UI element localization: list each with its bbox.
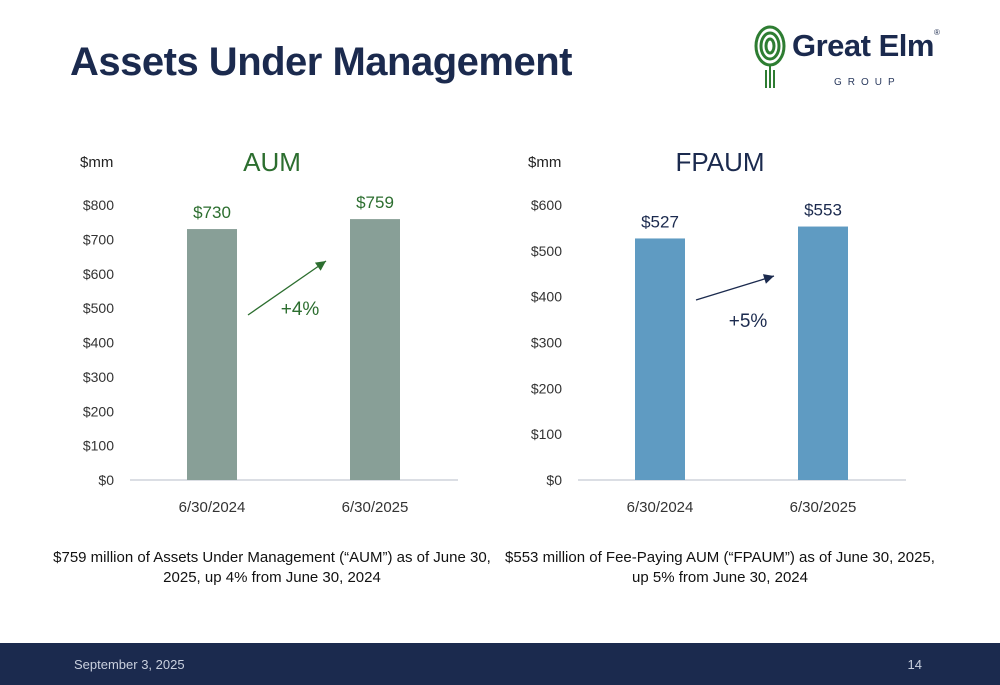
aum-y-tick-label: $700 [83, 231, 114, 247]
fpaum-value-label-2: $553 [804, 201, 842, 220]
aum-growth-annotation: +4% [281, 299, 320, 320]
fpaum-y-axis-label: $mm [528, 154, 561, 171]
fpaum-chart: FPAUM $mm $0 $100 $200 $300 $400 $500 $600 $527 6/… [518, 135, 938, 535]
aum-y-tick-label: $600 [83, 266, 114, 282]
aum-y-tick-label: $500 [83, 300, 114, 316]
fpaum-caption: $553 million of Fee-Paying AUM (“FPAUM”)… [505, 549, 935, 586]
fpaum-growth-arrow-line [695, 275, 775, 301]
footer-date: September 3, 2025 [74, 657, 185, 672]
aum-y-tick-label: $400 [83, 335, 114, 351]
fpaum-y-tick-label: $400 [531, 289, 562, 305]
aum-chart-svg: AUM $mm $0 $100 $200 $300 $400 $500 $600 $700 $800… [80, 147, 458, 516]
fpaum-y-tick-label: $300 [531, 335, 562, 351]
aum-value-label-2: $759 [356, 193, 394, 212]
page-title: Assets Under Management [70, 40, 572, 84]
aum-y-tick-label: $100 [83, 438, 114, 454]
aum-bar-2 [350, 219, 400, 480]
fpaum-chart-svg: FPAUM $mm $0 $100 $200 $300 $400 $500 $600 $527 6/… [528, 147, 906, 516]
fpaum-x-tick-label: 6/30/2024 [627, 499, 694, 516]
fpaum-growth-annotation: +5% [729, 311, 768, 332]
aum-y-tick-label: $300 [83, 369, 114, 385]
fpaum-y-tick-label: $200 [531, 380, 562, 396]
aum-y-tick-label: $800 [83, 197, 114, 213]
fpaum-bar-1 [635, 238, 685, 480]
fpaum-y-tick-label: $600 [531, 197, 562, 213]
aum-x-tick-label: 6/30/2024 [179, 499, 246, 516]
fpaum-y-tick-label: $500 [531, 243, 562, 259]
aum-chart: AUM $mm $0 $100 $200 $300 $400 $500 $600 $700 $800… [70, 135, 490, 535]
aum-chart-title: AUM [243, 147, 301, 177]
company-logo: Great Elm® GROUP [752, 22, 942, 94]
aum-caption: $759 million of Assets Under Management … [53, 549, 491, 586]
aum-y-axis-label: $mm [80, 154, 113, 171]
logo-wordmark: Great Elm® [792, 28, 940, 63]
fpaum-bar-2 [798, 226, 848, 480]
aum-growth-arrow-line [247, 260, 327, 316]
logo-subtitle: GROUP [834, 77, 901, 88]
fpaum-x-tick-label: 6/30/2025 [790, 499, 857, 516]
leaf-rings-icon [754, 25, 786, 88]
fpaum-y-tick-label: $100 [531, 426, 562, 442]
fpaum-chart-title: FPAUM [675, 147, 764, 177]
aum-growth-arrow-head [314, 261, 326, 271]
fpaum-y-tick-label: $0 [546, 472, 562, 488]
fpaum-growth-arrow-head [762, 274, 774, 284]
fpaum-value-label-1: $527 [641, 212, 679, 231]
aum-y-tick-label: $0 [98, 472, 114, 488]
aum-y-tick-label: $200 [83, 403, 114, 419]
page-number: 14 [907, 657, 922, 672]
aum-x-tick-label: 6/30/2025 [342, 499, 409, 516]
footer-bar: September 3, 2025 14 [0, 643, 1000, 685]
aum-value-label-1: $730 [193, 203, 231, 222]
aum-bar-1 [187, 229, 237, 480]
